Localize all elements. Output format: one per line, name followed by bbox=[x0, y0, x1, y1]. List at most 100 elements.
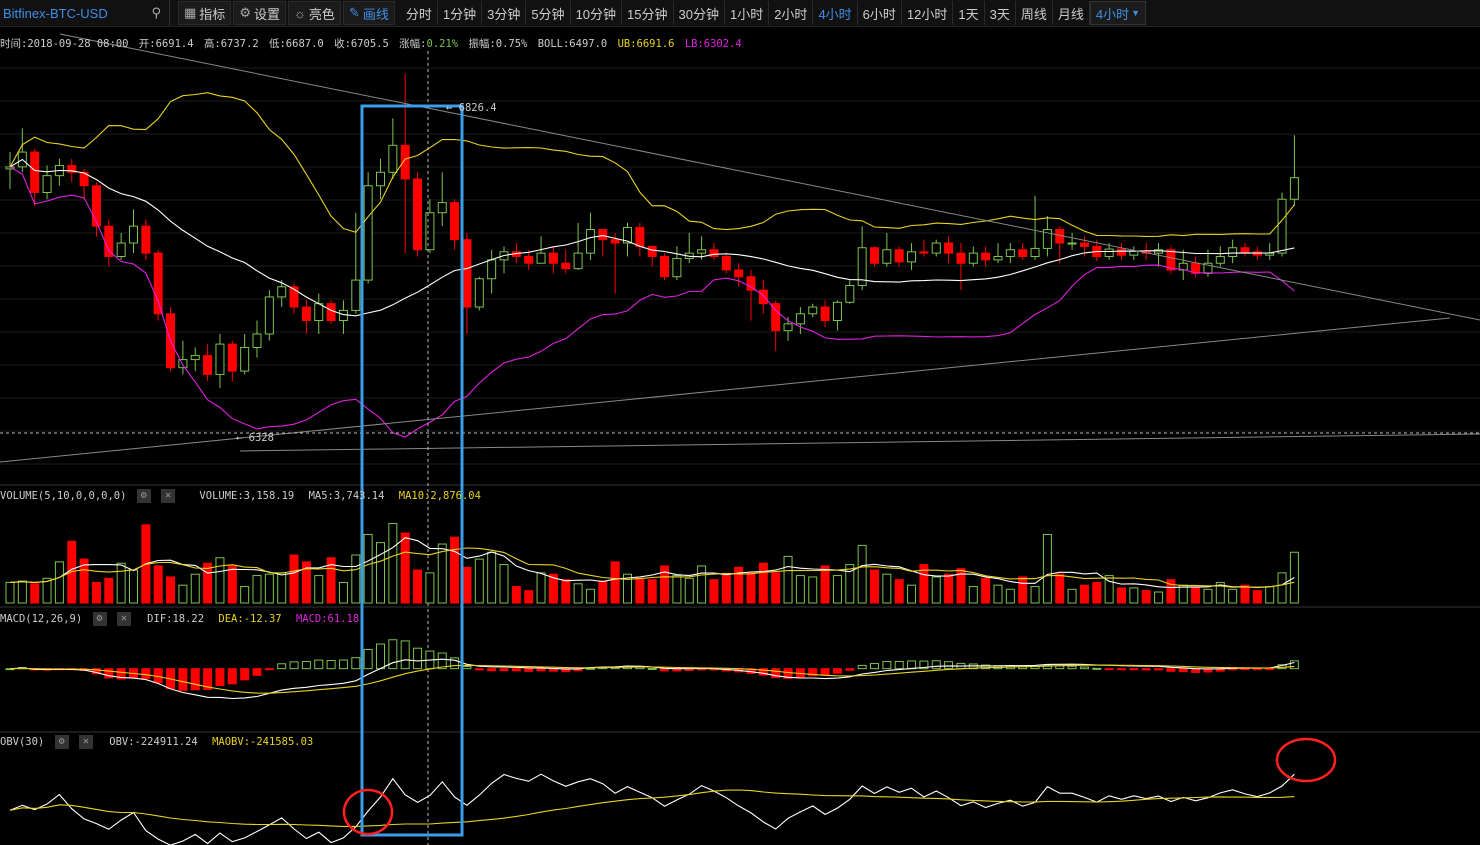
volume-bar bbox=[376, 542, 385, 604]
volume-settings-icon[interactable]: ⚙ bbox=[136, 489, 151, 503]
obv-settings-icon[interactable]: ⚙ bbox=[54, 735, 69, 749]
candle bbox=[153, 252, 163, 315]
macd-bar bbox=[1117, 668, 1126, 671]
volume-bar bbox=[647, 579, 657, 604]
info-low: 低:6687.0 bbox=[268, 38, 324, 50]
volume-bar bbox=[363, 533, 373, 604]
volume-bar bbox=[5, 581, 15, 604]
volume-bar bbox=[166, 576, 176, 604]
settings-button[interactable]: ⚙ 设置 bbox=[233, 1, 286, 25]
volume-bar bbox=[1203, 588, 1213, 604]
candle bbox=[91, 185, 101, 227]
volume-ma10: MA10:2,876.04 bbox=[398, 490, 481, 502]
candle bbox=[363, 185, 373, 281]
candle bbox=[388, 144, 398, 173]
macd-bar bbox=[981, 664, 991, 670]
period-tab-0[interactable]: 分时 bbox=[401, 1, 438, 25]
volume-bar bbox=[721, 573, 731, 604]
volume-bar bbox=[1018, 576, 1028, 604]
info-boll: BOLL:6497.0 bbox=[537, 38, 608, 50]
draw-button[interactable]: ✎ 画线 bbox=[342, 1, 395, 25]
candle bbox=[598, 229, 608, 241]
volume-bar bbox=[1154, 591, 1164, 604]
chart-area[interactable] bbox=[0, 27, 1480, 845]
candle bbox=[623, 227, 632, 244]
candle bbox=[413, 178, 423, 251]
trendline-bottom bbox=[239, 433, 1480, 452]
obv-value: OBV:-224911.24 bbox=[109, 736, 198, 748]
obv-close-icon[interactable]: ✕ bbox=[78, 735, 93, 749]
period-tab-2[interactable]: 3分钟 bbox=[482, 1, 527, 25]
search-icon[interactable]: ⚲ bbox=[151, 5, 161, 20]
indicator-button[interactable]: ▦ 指标 bbox=[178, 1, 232, 25]
macd-close-icon[interactable]: ✕ bbox=[116, 612, 131, 626]
period-tab-15[interactable]: 月线 bbox=[1053, 1, 1090, 25]
period-tab-9[interactable]: 4小时 bbox=[813, 1, 858, 25]
macd-settings-icon[interactable]: ⚙ bbox=[92, 612, 107, 626]
candle bbox=[178, 359, 188, 369]
period-tab-10[interactable]: 6小时 bbox=[858, 1, 902, 25]
volume-bar bbox=[870, 569, 879, 604]
period-tab-14[interactable]: 周线 bbox=[1016, 1, 1053, 25]
candle bbox=[573, 252, 583, 270]
period-tab-5[interactable]: 15分钟 bbox=[622, 1, 674, 25]
candle bbox=[129, 225, 138, 244]
volume-close-icon[interactable]: ✕ bbox=[161, 489, 176, 503]
boll-upper-line bbox=[9, 92, 1295, 237]
candle bbox=[734, 269, 744, 278]
macd-bar bbox=[1042, 664, 1052, 670]
period-tab-3[interactable]: 5分钟 bbox=[526, 1, 571, 25]
volume-bar bbox=[400, 532, 410, 604]
info-ub: UB:6691.6 bbox=[617, 38, 675, 50]
obv-line bbox=[9, 773, 1295, 845]
candle bbox=[1277, 198, 1287, 254]
volume-bar bbox=[808, 576, 818, 604]
candle bbox=[870, 247, 879, 264]
macd-bar bbox=[190, 668, 200, 691]
macd-bar bbox=[104, 668, 114, 679]
macd-bar bbox=[326, 659, 336, 670]
volume-bar bbox=[30, 583, 40, 604]
volume-bar bbox=[450, 536, 460, 604]
macd-bar bbox=[511, 668, 521, 672]
macd-bar bbox=[289, 661, 299, 670]
candle bbox=[1215, 256, 1225, 264]
volume-ma5-line bbox=[9, 537, 1295, 589]
volume-bar bbox=[598, 580, 608, 604]
candle bbox=[190, 355, 200, 361]
period-tab-13[interactable]: 3天 bbox=[985, 1, 1016, 25]
period-tab-11[interactable]: 12小时 bbox=[902, 1, 954, 25]
period-tab-7[interactable]: 1小时 bbox=[725, 1, 770, 25]
volume-bar bbox=[746, 572, 756, 604]
macd-bar bbox=[351, 657, 361, 670]
volume-bar bbox=[684, 577, 694, 604]
candle bbox=[820, 306, 830, 322]
period-tab-12[interactable]: 1天 bbox=[953, 1, 985, 25]
period-tab-8[interactable]: 2小时 bbox=[769, 1, 814, 25]
gear-icon: ⚙ bbox=[239, 5, 251, 20]
candle bbox=[1005, 249, 1015, 258]
macd-bar bbox=[1240, 668, 1250, 671]
candle bbox=[944, 242, 954, 254]
symbol-selector[interactable]: Bitfinex-BTC-USD ⚲ bbox=[0, 0, 170, 26]
obv-indicator-name: OBV(30) bbox=[0, 736, 45, 748]
candle bbox=[931, 242, 941, 254]
volume-bar bbox=[1166, 579, 1176, 604]
macd-bar bbox=[1154, 668, 1164, 671]
volume-bar bbox=[338, 581, 348, 604]
macd-legend: MACD(12,26,9) ⚙ ✕ DIF:18.22 DEA:-12.37 M… bbox=[0, 612, 359, 626]
theme-button[interactable]: ☼ 亮色 bbox=[287, 1, 341, 25]
period-tab-4[interactable]: 10分钟 bbox=[571, 1, 623, 25]
candle bbox=[771, 303, 781, 332]
period-tab-1[interactable]: 1分钟 bbox=[438, 1, 483, 25]
period-tab-6[interactable]: 30分钟 bbox=[674, 1, 725, 25]
volume-bar bbox=[437, 543, 447, 604]
settings-label: 设置 bbox=[253, 6, 280, 22]
macd-bar bbox=[783, 668, 793, 679]
sun-icon: ☼ bbox=[293, 5, 306, 21]
info-amp: 振幅:0.75% bbox=[468, 38, 528, 50]
volume-bar bbox=[252, 575, 262, 604]
candle bbox=[141, 225, 151, 254]
period-dropdown[interactable]: 4小时 ▼ bbox=[1089, 1, 1147, 25]
volume-bar bbox=[968, 586, 978, 604]
